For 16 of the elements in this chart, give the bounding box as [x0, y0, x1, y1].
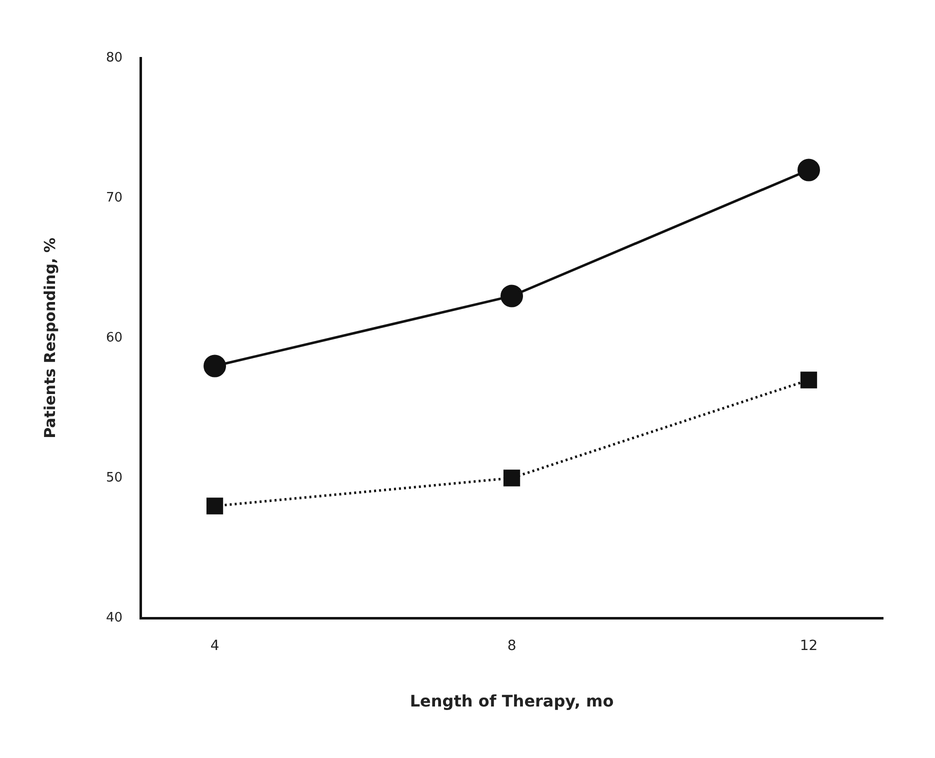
y-tick-label: 70	[106, 190, 123, 206]
x-tick-label: 4	[210, 638, 220, 654]
point	[500, 284, 524, 308]
y-tick-label: 60	[106, 330, 123, 346]
x-tick-label: 12	[800, 638, 818, 654]
y-axis-title: Patients Responding, %	[40, 238, 59, 438]
x-axis-title: Length of Therapy, mo	[410, 692, 614, 711]
y-tick-label: 40	[106, 610, 123, 626]
point	[798, 158, 820, 182]
point	[800, 372, 818, 388]
y-tick-label: 50	[106, 470, 123, 486]
point	[206, 498, 224, 514]
y-tick-label: 80	[106, 50, 123, 66]
x-tick-label: 8	[507, 638, 516, 654]
point	[503, 470, 520, 486]
point	[204, 354, 226, 378]
